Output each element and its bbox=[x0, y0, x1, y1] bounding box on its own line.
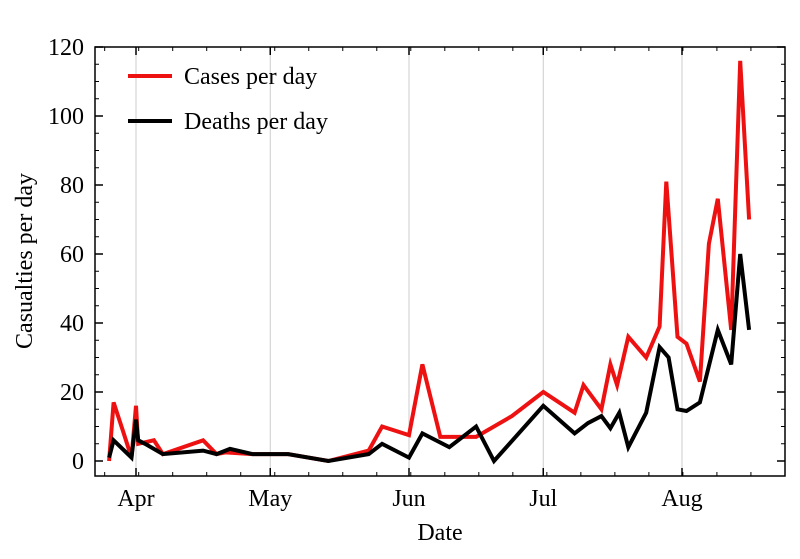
x-tick-label: May bbox=[248, 486, 292, 512]
legend: Cases per day Deaths per day bbox=[128, 64, 328, 135]
x-tick-label: Jun bbox=[392, 486, 425, 512]
x-axis-title: Date bbox=[417, 520, 462, 546]
series-line-deaths bbox=[107, 253, 752, 465]
y-tick-label: 40 bbox=[60, 311, 84, 337]
y-tick-label: 100 bbox=[48, 104, 84, 130]
y-axis-title: Casualties per day bbox=[12, 173, 38, 349]
y-tick-label: 120 bbox=[48, 35, 84, 61]
plot-area-frame bbox=[94, 46, 786, 477]
x-tick-label: Apr bbox=[117, 486, 154, 512]
series-layer bbox=[107, 60, 752, 465]
y-tick-label: 0 bbox=[72, 449, 84, 475]
y-tick-label: 60 bbox=[60, 242, 84, 268]
tick-layer: Apr May Jun Jul Aug 0 20 40 60 80 100 120 bbox=[48, 35, 785, 512]
y-tick-label: 80 bbox=[60, 173, 84, 199]
y-tick-label: 20 bbox=[60, 380, 84, 406]
legend-label-cases: Cases per day bbox=[184, 64, 317, 90]
legend-label-deaths: Deaths per day bbox=[184, 109, 328, 135]
x-tick-label: Jul bbox=[529, 486, 557, 512]
x-tick-label: Aug bbox=[661, 486, 702, 512]
series-line-cases bbox=[107, 60, 752, 464]
